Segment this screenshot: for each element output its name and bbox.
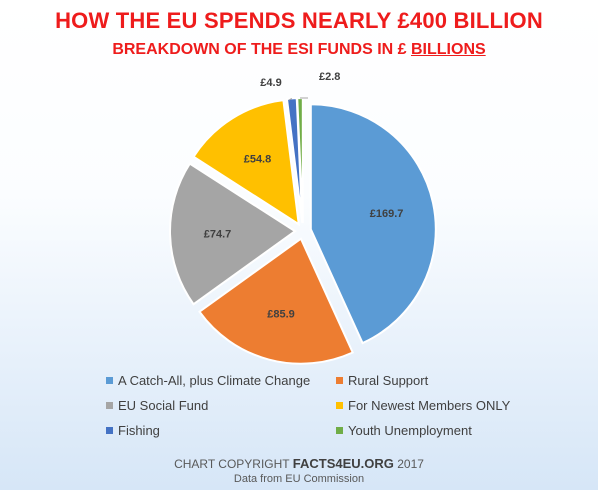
legend-item: A Catch-All, plus Climate Change [106,373,310,388]
chart-subtitle: BREAKDOWN OF THE ESI FUNDS IN £ BILLIONS [0,41,598,59]
pie-slice [198,237,355,365]
subtitle-prefix: BREAKDOWN OF THE ESI FUNDS IN £ [112,41,407,58]
legend-swatch [336,427,343,434]
legend-item: Fishing [106,423,160,438]
legend-swatch [336,377,343,384]
pie-slice [309,103,437,345]
legend-item: For Newest Members ONLY [336,398,510,413]
legend-label: EU Social Fund [118,398,209,413]
legend-item: Rural Support [336,373,428,388]
legend-swatch [336,402,343,409]
slice-data-label: £74.7 [204,228,232,240]
slice-data-label: £54.8 [244,154,272,166]
legend-label: A Catch-All, plus Climate Change [118,373,311,388]
slice-data-label: £2.8 [319,71,340,83]
slice-data-label: £169.7 [370,208,404,220]
legend-item: EU Social Fund [106,398,208,413]
credit-brand: FACTS4EU.ORG [292,456,394,471]
chart-title: HOW THE EU SPENDS NEARLY £400 BILLION [55,8,543,33]
slice-data-label: £85.9 [267,309,295,321]
pie-slice [169,162,297,306]
legend-swatch [106,427,113,434]
chart-credit: CHART COPYRIGHT FACTS4EU.ORG 2017 [0,456,598,471]
pie-chart: £169.7 £85.9 £74.7 £54.8 £4.9 £2.8 [169,71,437,365]
legend-item: Youth Unemployment [336,423,472,438]
pie-slice [192,99,300,227]
leader-line [288,98,293,101]
legend-label: Youth Unemployment [348,423,472,438]
credit-prefix: CHART COPYRIGHT [174,457,290,471]
data-source: Data from EU Commission [233,473,365,485]
legend-label: Fishing [118,423,160,438]
legend-swatch [106,402,113,409]
legend-swatch [106,377,113,384]
subtitle-emphasis: BILLIONS [411,41,486,58]
legend-label: For Newest Members ONLY [348,398,511,413]
chart-legend: A Catch-All, plus Climate Change Rural Su… [106,373,526,443]
legend-label: Rural Support [348,373,429,388]
slice-data-label: £4.9 [260,77,281,89]
credit-year: 2017 [397,457,424,471]
